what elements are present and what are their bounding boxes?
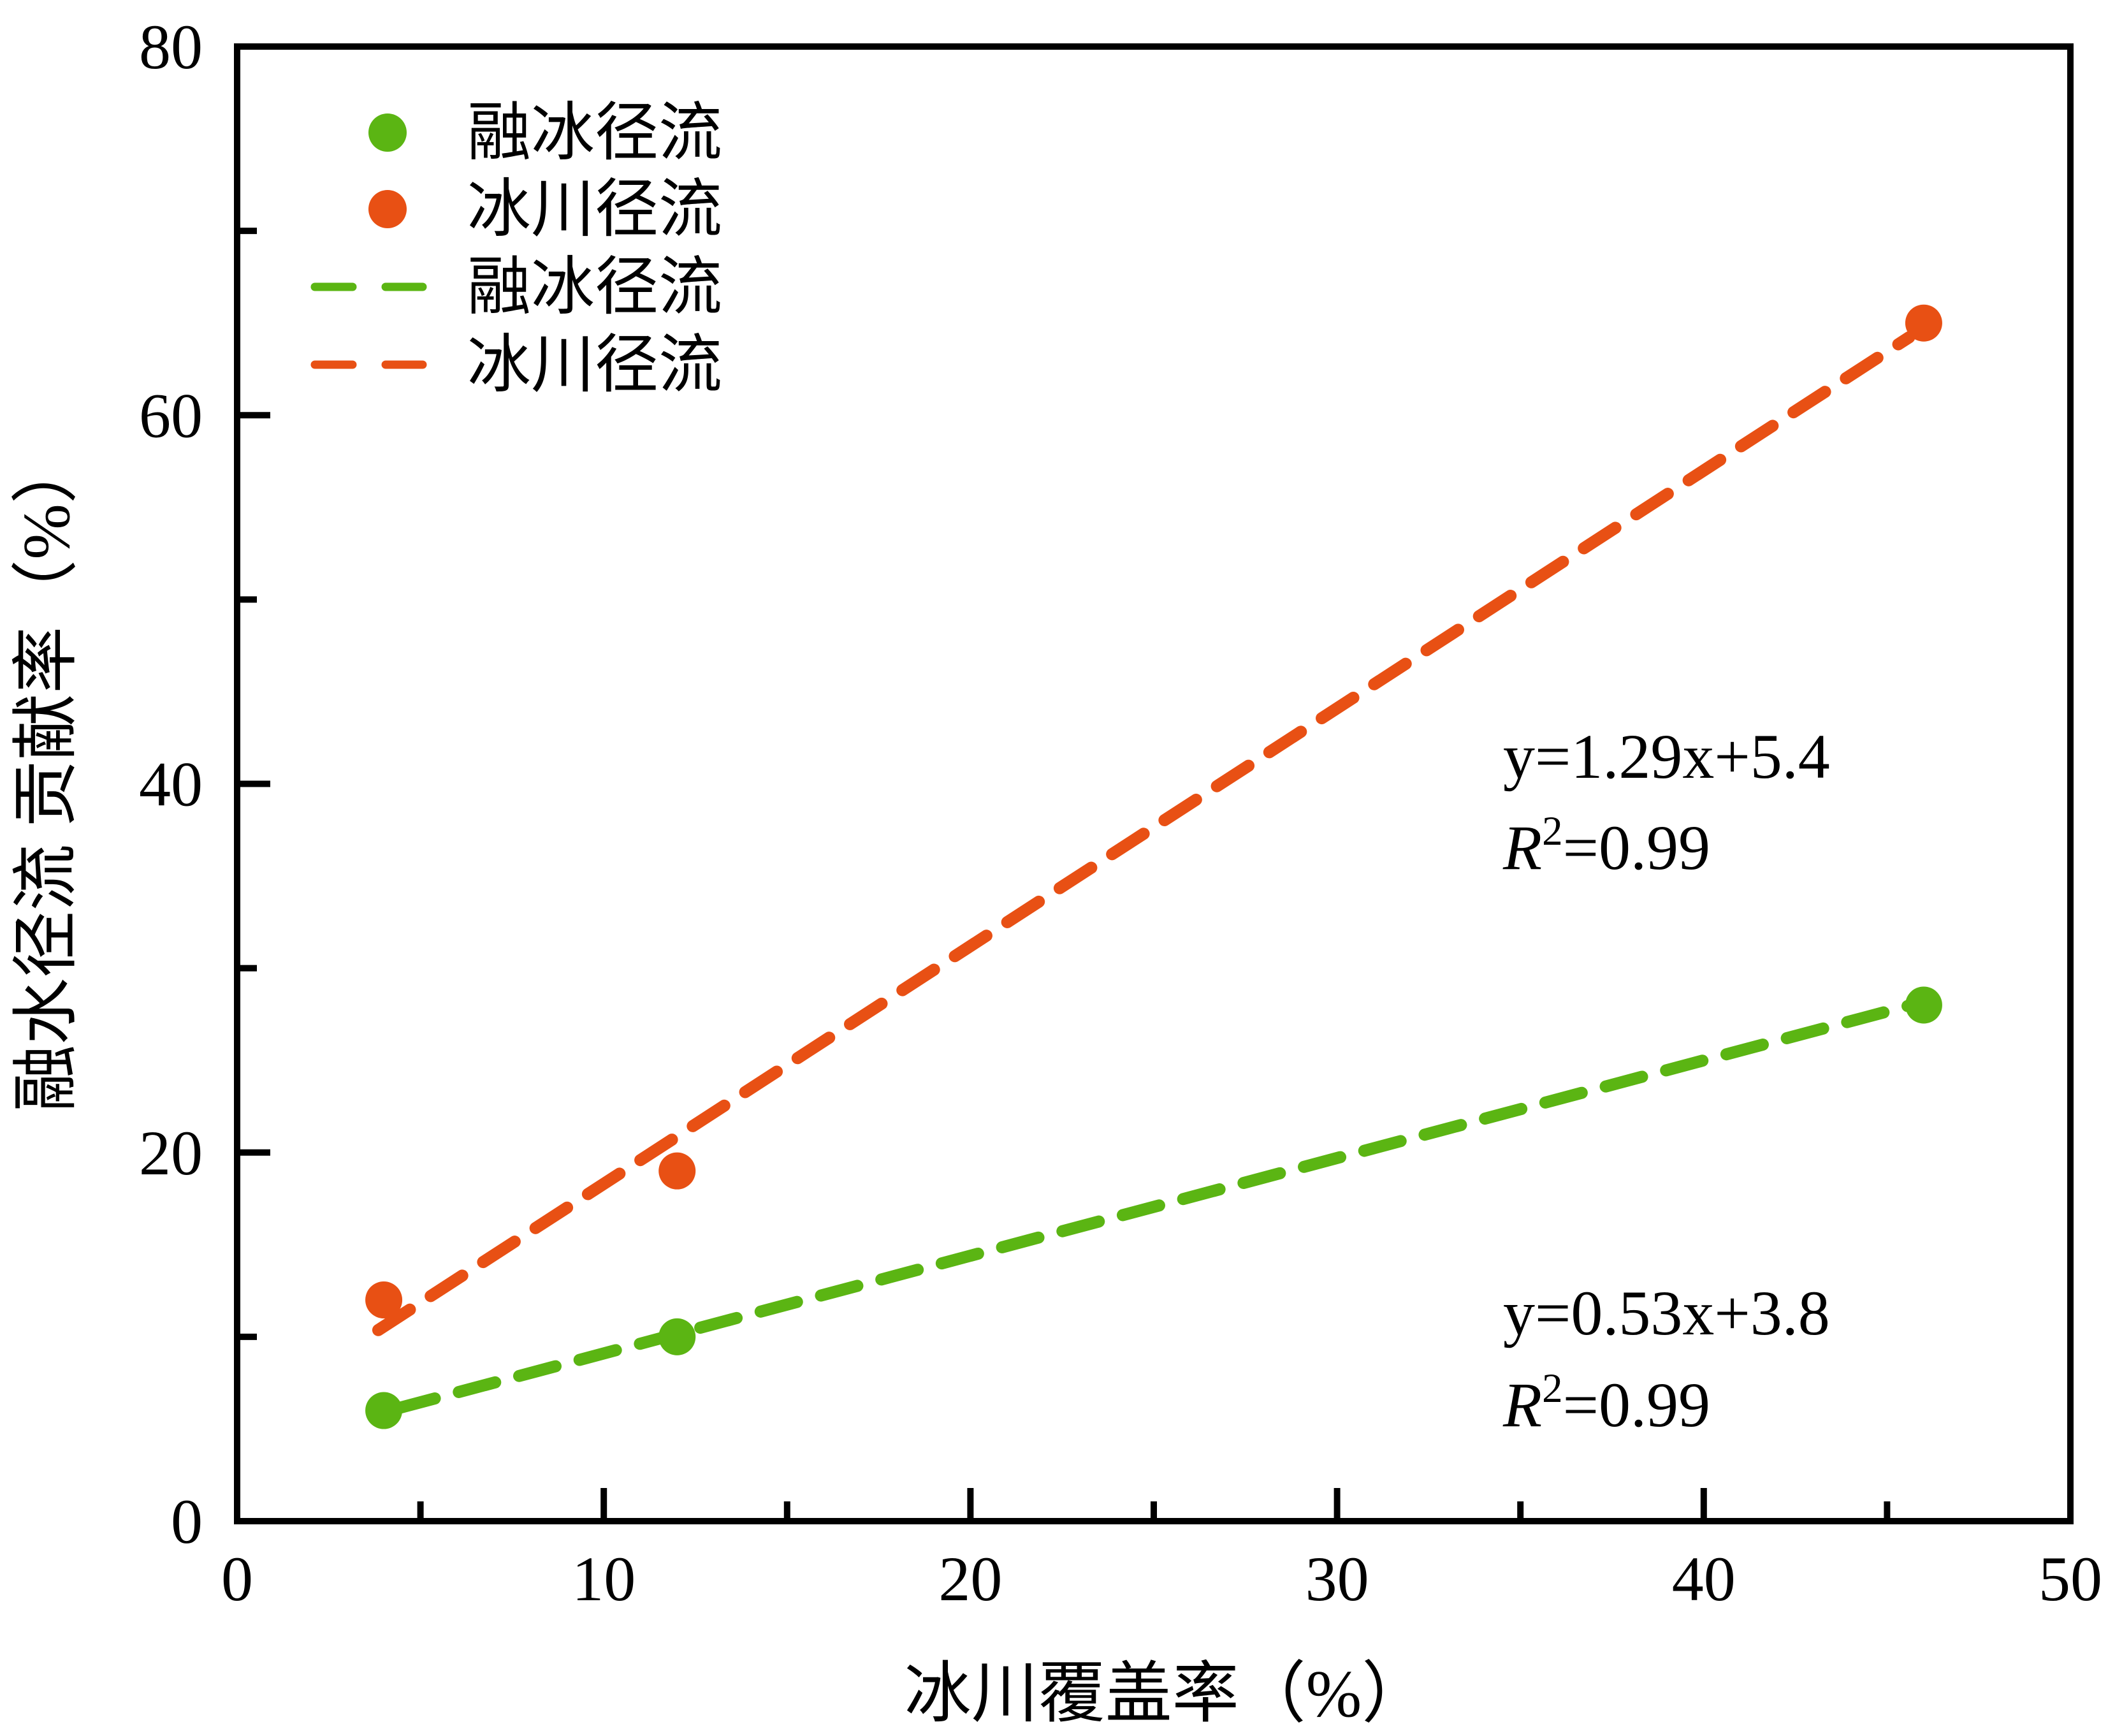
y-tick-label: 40	[139, 749, 203, 820]
data-point-冰川径流	[1905, 304, 1942, 342]
data-point-冰川径流	[658, 1152, 696, 1190]
y-axis-title: 融水径流 贡献率（%）	[9, 437, 84, 1112]
data-series	[365, 304, 1942, 1429]
data-point-融冰径流	[658, 1318, 696, 1355]
annotation-r-squared: R2=0.99	[1502, 1366, 1710, 1440]
x-axis-title: 冰川覆盖率（%）	[905, 1656, 1428, 1731]
x-tick-label: 20	[938, 1543, 1002, 1614]
data-point-融冰径流	[365, 1392, 403, 1429]
legend-dot-marker	[368, 190, 407, 228]
axis-titles: 冰川覆盖率（%） 融水径流 贡献率（%）	[9, 437, 1428, 1731]
annotation-equation: y=1.29x+5.4	[1503, 721, 1830, 792]
data-point-融冰径流	[1905, 986, 1942, 1024]
x-tick-label: 50	[2039, 1543, 2102, 1614]
y-tick-label: 60	[139, 380, 203, 451]
x-tick-label: 0	[221, 1543, 253, 1614]
y-tick-label: 20	[139, 1118, 203, 1188]
trendline-融冰径流	[392, 995, 1932, 1415]
legend-label: 冰川径流	[467, 330, 722, 400]
axis-ticks	[234, 43, 2074, 1524]
tick-labels: 0 10 20 30 40 50 0 20 40 60 80	[139, 11, 2102, 1614]
x-tick-label: 10	[572, 1543, 636, 1614]
legend-dot-marker	[368, 113, 407, 152]
x-tick-label: 40	[1672, 1543, 1736, 1614]
y-tick-label: 0	[171, 1486, 203, 1557]
annotations: y=1.29x+5.4 R2=0.99 y=0.53x+3.8 R2=0.99	[1502, 721, 1830, 1440]
y-tick-label: 80	[139, 11, 203, 82]
annotation-equation: y=0.53x+3.8	[1503, 1278, 1830, 1348]
x-tick-label: 30	[1305, 1543, 1369, 1614]
annotation-r-squared: R2=0.99	[1502, 808, 1710, 883]
trendline-冰川径流	[372, 331, 1915, 1336]
legend-label: 融冰径流	[467, 252, 722, 323]
legend-label: 冰川径流	[467, 174, 722, 245]
data-point-冰川径流	[365, 1281, 403, 1319]
legend-label: 融冰径流	[467, 98, 722, 168]
